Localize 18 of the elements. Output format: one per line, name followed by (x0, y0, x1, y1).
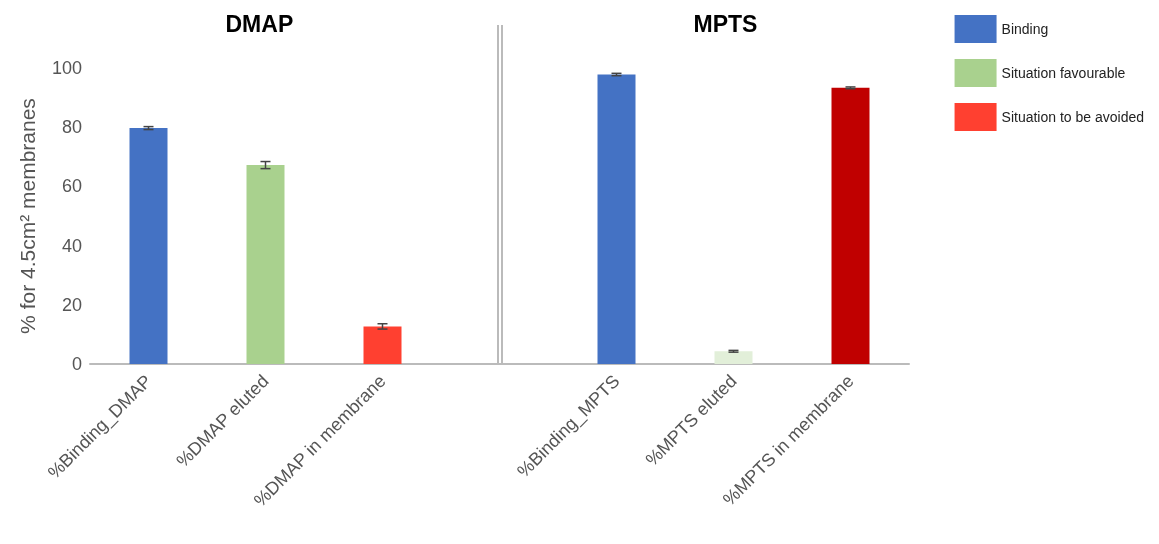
legend-label: Binding (1001, 21, 1049, 37)
y-tick-label: 60 (61, 176, 82, 197)
legend-label: Situation favourable (1001, 65, 1126, 81)
text: DMAP (225, 10, 294, 37)
legend-label: Situation to be avoided (1001, 109, 1145, 125)
bar (246, 165, 285, 364)
bar (363, 326, 402, 364)
text: MPTS (693, 10, 758, 37)
y-tick-label: 0 (71, 354, 82, 374)
bar (714, 351, 753, 364)
bar (831, 87, 870, 364)
y-tick-label: 100 (51, 58, 82, 78)
bar (597, 74, 636, 364)
y-tick-label: 80 (61, 117, 82, 138)
bar (129, 128, 168, 364)
y-tick-label: 40 (61, 235, 82, 256)
y-axis-title: % for 4.5cm² membranes (16, 98, 39, 334)
y-tick-label: 20 (61, 294, 82, 315)
